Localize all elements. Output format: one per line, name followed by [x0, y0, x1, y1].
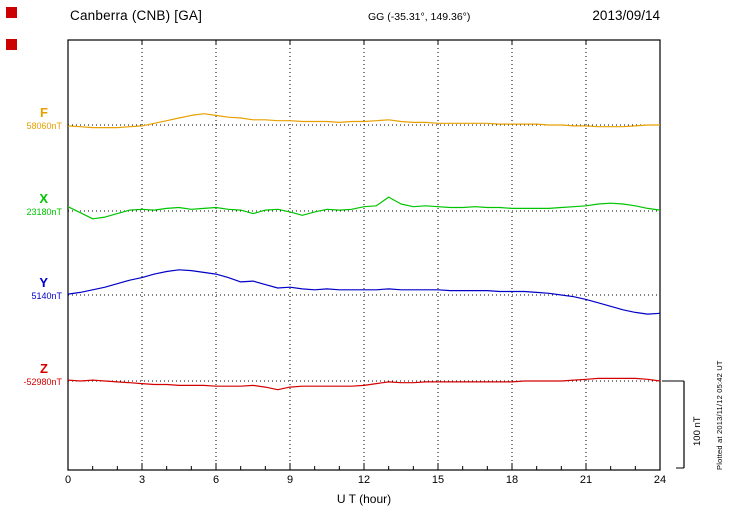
red-corner-mark-2	[6, 39, 17, 50]
component-baseline-F: 58060nT	[0, 121, 64, 132]
component-label-F: F	[0, 105, 64, 121]
x-tick-label-9: 9	[286, 474, 294, 486]
component-baseline-value-F: 58060nT	[26, 121, 62, 131]
scale-bar-label: 100 nT	[692, 416, 703, 446]
component-label-Y: Y	[0, 275, 64, 291]
x-axis-title: U T (hour)	[336, 492, 392, 506]
component-label-Z: Z	[0, 361, 64, 377]
trace-X	[67, 196, 661, 220]
x-tick-label-24: 24	[653, 474, 667, 486]
component-letter-Z: Z	[40, 361, 48, 376]
component-label-X: X	[0, 191, 64, 207]
component-baseline-value-X: 23180nT	[26, 207, 62, 217]
component-baseline-value-Z: -52980nT	[23, 377, 62, 387]
x-tick-label-18: 18	[505, 474, 519, 486]
component-baseline-X: 23180nT	[0, 207, 64, 218]
x-tick-label-12: 12	[357, 474, 371, 486]
plotted-timestamp: Plotted at 2013/11/12 05:42 UT	[715, 360, 724, 470]
component-letter-Y: Y	[39, 275, 48, 290]
trace-Z	[67, 377, 661, 391]
trace-F	[67, 113, 660, 129]
geographic-coordinates: GG (-35.31°, 149.36°)	[368, 11, 471, 23]
station-title: Canberra (CNB) [GA]	[70, 8, 203, 23]
x-tick-label-0: 0	[64, 474, 72, 486]
component-letter-F: F	[40, 105, 48, 120]
component-baseline-Z: -52980nT	[0, 377, 64, 388]
x-tick-label-3: 3	[138, 474, 146, 486]
component-baseline-Y: 5140nT	[0, 291, 64, 302]
trace-Y	[67, 269, 661, 315]
red-corner-mark-1	[6, 7, 17, 18]
x-tick-label-15: 15	[431, 474, 445, 486]
x-tick-label-21: 21	[579, 474, 593, 486]
component-letter-X: X	[39, 191, 48, 206]
x-tick-label-6: 6	[212, 474, 220, 486]
observation-date: 2013/09/14	[592, 8, 660, 23]
component-baseline-value-Y: 5140nT	[31, 291, 62, 301]
